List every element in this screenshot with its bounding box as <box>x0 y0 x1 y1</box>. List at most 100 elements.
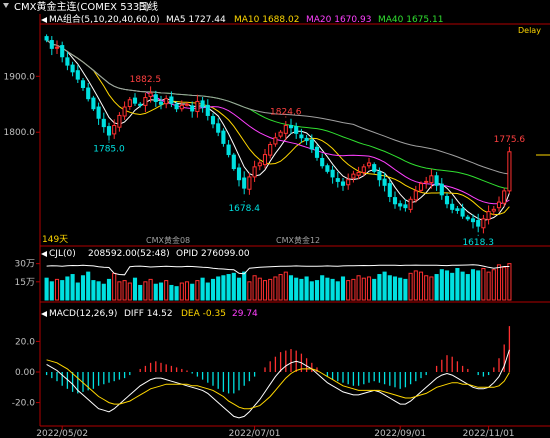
candle <box>392 191 398 209</box>
candle <box>44 34 49 43</box>
volume-bar <box>439 269 444 301</box>
candle <box>465 214 470 222</box>
title-bar: CMX黄金主连(COMEX 5333) 日线 Delay <box>0 0 550 35</box>
volume-bar <box>117 281 122 301</box>
candle <box>268 141 273 159</box>
macd-tick-label: 20.0 <box>15 337 35 347</box>
ma5-line <box>46 39 510 221</box>
volume-bar <box>309 281 314 301</box>
ma20-legend: MA20 1670.93 <box>306 15 371 25</box>
diff-line <box>46 349 510 419</box>
volume-bar <box>216 276 221 301</box>
volume-bar <box>502 266 507 301</box>
volume-bar <box>86 271 91 301</box>
candle <box>299 128 304 143</box>
candle <box>429 169 434 189</box>
macd-legend-value: 29.74 <box>232 309 258 319</box>
candle <box>153 90 158 108</box>
candle <box>387 179 392 203</box>
volume-bar <box>44 277 49 301</box>
volume-bar <box>138 284 143 301</box>
candle <box>403 199 408 212</box>
ma5-legend: MA5 1727.44 <box>166 15 226 25</box>
volume-bar <box>330 278 335 301</box>
candle <box>382 172 387 192</box>
volume-bar <box>283 271 288 301</box>
candle <box>60 41 65 63</box>
volume-bar <box>325 277 330 301</box>
candle <box>398 200 403 211</box>
period-label[interactable]: 日线 <box>138 0 158 13</box>
volume-tick-label: 15万 <box>15 278 35 288</box>
volume-bar <box>247 281 252 301</box>
candle <box>96 102 101 125</box>
candle <box>179 100 184 112</box>
volume-bar <box>429 276 434 301</box>
candle <box>351 170 356 183</box>
volume-bar <box>444 270 450 301</box>
volume-bar <box>210 278 216 301</box>
candle <box>424 176 429 189</box>
candle <box>507 146 512 194</box>
candle <box>49 36 54 56</box>
volume-bar <box>460 271 465 301</box>
volume-bar <box>507 263 512 301</box>
candle <box>169 91 174 108</box>
volume-bar <box>112 272 117 301</box>
high-price-label: 1824.6 <box>270 107 302 117</box>
ma60-line <box>46 39 510 175</box>
candle <box>460 203 465 219</box>
volume-bar <box>153 283 158 301</box>
volume-bar <box>418 271 424 301</box>
volume-bar <box>413 270 418 301</box>
volume-bar <box>231 272 236 301</box>
candle <box>502 188 507 207</box>
volume-bar <box>486 271 491 301</box>
low-price-label: 1618.3 <box>462 238 494 248</box>
menu-triangle-icon[interactable] <box>3 3 9 8</box>
legend-arrow-icon <box>41 251 47 257</box>
volume-bar <box>392 276 398 301</box>
volume-panel[interactable]: CJL(0) 208592.00(52:48) OPID 276099.00 3… <box>15 249 512 301</box>
candle <box>377 167 382 187</box>
candle <box>434 171 439 191</box>
candle <box>75 65 80 84</box>
candle <box>86 83 91 102</box>
volume-bar <box>470 269 476 301</box>
candle <box>439 178 444 200</box>
volume-bar <box>278 274 283 301</box>
high-price-label: 1882.5 <box>130 75 162 85</box>
volume-bar <box>476 270 481 301</box>
candle <box>101 112 106 133</box>
volume-bar <box>366 276 372 301</box>
volume-bar <box>148 278 153 301</box>
candle <box>174 101 179 113</box>
candle <box>283 121 288 141</box>
volume-bar <box>299 278 304 301</box>
candle <box>330 165 335 184</box>
volume-bar <box>496 264 502 301</box>
candle <box>143 93 148 113</box>
low-price-label: 1678.4 <box>228 204 260 214</box>
candle <box>366 157 372 169</box>
candle <box>127 96 132 110</box>
volume-bar <box>122 280 127 301</box>
macd-legend: MACD(12,26,9) DIFF 14.52 DEA -0.35 29.74 <box>41 309 258 319</box>
low-price-label: 1785.0 <box>93 145 125 155</box>
opid-legend: OPID 276099.00 <box>176 249 250 259</box>
volume-bar <box>65 276 70 301</box>
volume-y-axis: 30万 15万 <box>15 260 40 288</box>
candle <box>486 205 491 225</box>
candle <box>226 140 231 158</box>
date-tick-label: 2022/07/01 <box>229 429 281 438</box>
macd-tick-label: -20.0 <box>12 399 36 409</box>
volume-bar <box>455 267 460 301</box>
volume-bar <box>382 271 387 301</box>
security-title[interactable]: CMX黄金主连(COMEX 5333) <box>14 0 150 13</box>
price-panel[interactable]: MA组合(5,10,20,40,60,0) MA5 1727.44 MA10 1… <box>4 13 550 248</box>
volume-bar <box>481 267 486 301</box>
macd-tick-label: 0.00 <box>15 368 35 378</box>
volume-bar <box>320 275 325 301</box>
candle <box>252 160 257 182</box>
macd-panel[interactable]: MACD(12,26,9) DIFF 14.52 DEA -0.35 29.74… <box>12 309 511 419</box>
